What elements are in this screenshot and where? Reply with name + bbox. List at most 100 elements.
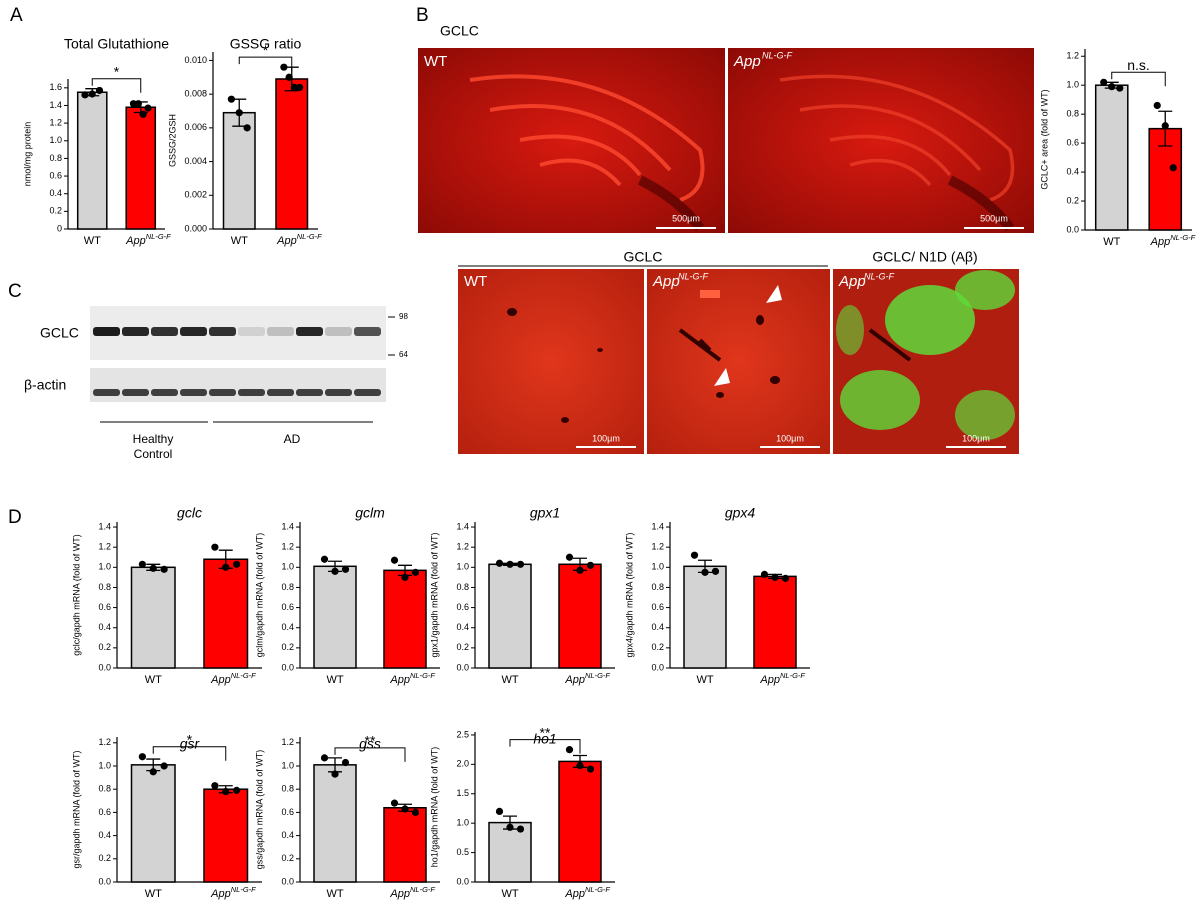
image-label-sup: NL-G-F: [678, 271, 708, 281]
bar: [558, 760, 602, 883]
y-tick-label: 2.5: [456, 729, 469, 739]
y-tick-label: 1.4: [456, 521, 469, 531]
group-label: Healthy Control: [132, 432, 174, 461]
y-tick-label: 1.2: [651, 542, 664, 552]
panel-letter: C: [8, 281, 22, 302]
y-tick-label: 0.6: [281, 807, 294, 817]
significance-bracket: [509, 739, 581, 754]
image-heading: GCLC: [440, 23, 479, 39]
data-point: [1161, 122, 1169, 130]
data-point: [233, 786, 241, 794]
data-point: [576, 761, 584, 770]
x-tick-label-sup: NL-G-F: [410, 671, 435, 680]
y-tick-label: 0.8: [281, 784, 294, 794]
y-axis-label: gclm/gapdh mRNA (fold of WT): [254, 533, 264, 658]
y-tick-label: 0.4: [49, 188, 62, 198]
data-point: [495, 559, 504, 567]
bar: [222, 111, 256, 230]
bar: [683, 565, 727, 669]
data-point: [320, 555, 329, 563]
data-point: [95, 86, 104, 95]
bar: [488, 563, 532, 669]
y-axis-label: GSSG/2GSH: [167, 114, 177, 167]
data-point: [1100, 78, 1108, 86]
y-axis-label: gpx4/gapdh mRNA (fold of WT): [624, 532, 634, 657]
y-tick-label: 0.2: [456, 642, 469, 652]
band: [238, 389, 265, 396]
scale-label: 500μm: [980, 213, 1008, 223]
bar: [125, 106, 157, 230]
y-tick-label: 1.2: [98, 737, 111, 747]
data-point: [516, 825, 525, 833]
x-tick-label: WT: [145, 674, 162, 686]
y-tick-label: 0.2: [98, 642, 111, 652]
chart-title: gsr: [180, 736, 201, 752]
x-tick-label: WT: [501, 674, 518, 686]
bar: [488, 821, 532, 883]
merge-image: [833, 269, 1019, 454]
data-point: [1108, 83, 1116, 91]
chart-title: gclm: [355, 505, 385, 521]
band: [238, 327, 265, 336]
x-tick-label-sup: NL-G-F: [146, 232, 171, 241]
scale-label: 100μm: [592, 433, 620, 443]
chart-title: gclc: [177, 505, 202, 521]
band: [325, 327, 352, 336]
group-label: AD: [284, 432, 301, 446]
band-label: GCLC: [40, 325, 79, 341]
data-point: [331, 567, 339, 575]
bar: [558, 563, 602, 669]
y-tick-label: 1.2: [49, 117, 62, 127]
significance-label: n.s.: [1127, 57, 1150, 73]
y-tick-label: 0.0: [281, 876, 294, 886]
y-tick-label: 0.6: [281, 602, 294, 612]
y-tick-label: 1.4: [281, 521, 294, 531]
data-point: [516, 560, 525, 568]
band: [354, 389, 381, 396]
data-point: [149, 564, 157, 572]
x-tick-label: App: [389, 888, 410, 900]
y-tick-label: 0.4: [1066, 166, 1079, 176]
band: [209, 389, 236, 396]
bar: [275, 78, 309, 230]
data-point: [88, 90, 96, 98]
image-label-sup: NL-G-F: [864, 271, 894, 281]
data-point: [586, 561, 595, 569]
x-tick-label-sup: NL-G-F: [231, 671, 256, 680]
image-label: WT: [424, 53, 447, 70]
y-tick-label: 2.0: [456, 759, 469, 769]
y-tick-label: 0.4: [456, 622, 469, 632]
bar: [130, 764, 176, 883]
data-point: [401, 805, 409, 813]
y-tick-label: 1.0: [98, 562, 111, 572]
image-heading: GCLC: [624, 249, 663, 265]
y-tick-label: 0.0: [98, 876, 111, 886]
y-tick-label: 1.4: [651, 521, 664, 531]
data-point: [285, 73, 293, 81]
x-tick-label: App: [125, 235, 146, 247]
data-point: [586, 765, 595, 773]
data-point: [711, 567, 720, 575]
y-tick-label: 1.0: [98, 760, 111, 770]
band-label: β-actin: [24, 377, 66, 393]
y-tick-label: 0.4: [98, 622, 111, 632]
significance-label: *: [187, 731, 193, 747]
x-tick-label: WT: [326, 888, 343, 900]
y-axis-label: GCLC+ area (fold of WT): [1039, 89, 1049, 189]
x-tick-label: App: [389, 674, 410, 686]
data-point: [149, 768, 157, 776]
y-tick-label: 1.0: [281, 760, 294, 770]
y-axis-label: ho1/gapdh mRNA (fold of WT): [429, 747, 439, 868]
y-tick-label: 0.8: [651, 582, 664, 592]
band: [122, 389, 149, 396]
x-tick-label-sup: NL-G-F: [1170, 233, 1195, 242]
band: [151, 327, 178, 336]
y-tick-label: 1.0: [651, 562, 664, 572]
y-tick-label: 1.0: [1066, 80, 1079, 90]
band: [122, 327, 149, 336]
x-tick-label: App: [564, 888, 585, 900]
panel-letter: A: [10, 5, 23, 26]
band: [93, 327, 120, 336]
y-tick-label: 0.000: [184, 223, 207, 233]
